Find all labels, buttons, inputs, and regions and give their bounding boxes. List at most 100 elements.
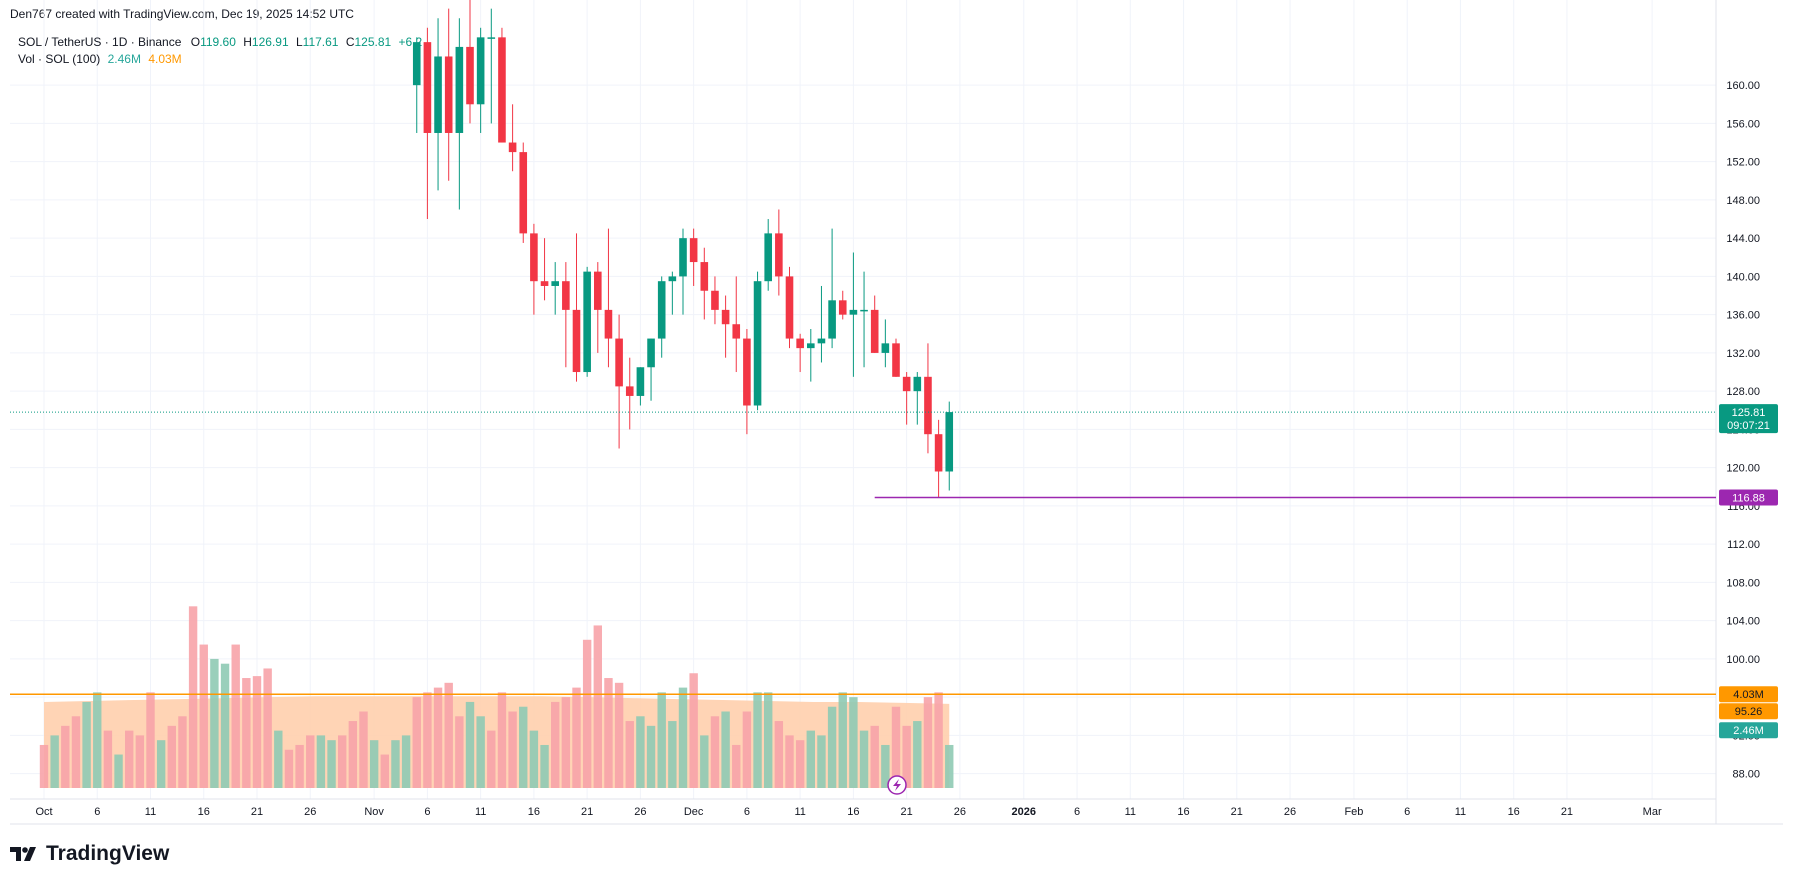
volume-bar (487, 730, 496, 788)
time-tick-label: 16 (198, 806, 210, 818)
price-axis[interactable]: 160.00 156.00 152.00 148.00 144.00 140.00 136.… (1726, 80, 1760, 780)
candle-body (412, 42, 421, 86)
candle-body (572, 309, 581, 373)
open-label: O (190, 35, 201, 49)
candle-body (476, 37, 485, 105)
volume-bar (263, 668, 272, 788)
candle-body (466, 46, 474, 105)
time-tick-label: 6 (94, 806, 100, 818)
close-label: C (345, 35, 355, 49)
last-price-badge-text: 125.81 (1732, 407, 1766, 419)
volume-bar (593, 625, 602, 788)
volume-bar (178, 716, 187, 788)
volume-bar (551, 701, 560, 788)
time-tick-label: 26 (304, 806, 316, 818)
volume-bar (231, 644, 240, 788)
price-tick-label: 132.00 (1726, 348, 1760, 360)
time-tick-label: 11 (1125, 806, 1136, 818)
volume-bar (902, 725, 911, 788)
candle-body (945, 412, 954, 472)
price-tick-label: 88.00 (1732, 769, 1760, 781)
flash-icon[interactable] (887, 775, 907, 795)
candle-body (508, 142, 517, 153)
candle-body (913, 376, 922, 392)
volume-bar (668, 721, 677, 788)
candle-body (604, 309, 613, 339)
time-axis[interactable]: Oct 6 11 16 21 26 Nov 6 11 16 21 26 Dec 6 11 16 21 26 2026… (35, 806, 1662, 818)
high-label: H (243, 35, 252, 49)
candle-body (828, 300, 836, 339)
volume-bar (146, 692, 155, 788)
candle-body (487, 37, 496, 39)
volume-bar (657, 692, 666, 788)
time-tick-label: Dec (684, 806, 704, 818)
candle-body (636, 367, 645, 396)
volume-bar (242, 678, 251, 788)
volume-bar (614, 682, 624, 788)
volume-bar (50, 735, 59, 788)
time-tick-label: 16 (847, 806, 859, 818)
price-tick-label: 152.00 (1726, 157, 1760, 169)
volume-bar (455, 716, 464, 788)
volume-bar (338, 735, 347, 788)
volume-bar (306, 735, 315, 788)
symbol-label[interactable]: SOL / TetherUS · 1D · Binance (18, 35, 182, 49)
time-tick-label: 11 (1455, 806, 1466, 818)
candle-body (796, 338, 804, 349)
volume-legend-row: Vol · SOL (100) 2.46M 4.03M (18, 51, 422, 68)
volume-bar (476, 716, 485, 788)
candle-body (668, 276, 677, 282)
volume-ma-value: 4.03M (148, 52, 182, 66)
candle-body (892, 343, 900, 377)
volume-bar (529, 730, 539, 788)
candle-body (679, 238, 687, 277)
candles (412, 0, 954, 498)
volume-label[interactable]: Vol · SOL (100) (18, 52, 101, 66)
volume-bar (934, 692, 943, 788)
volume-bar (732, 744, 741, 788)
price-tick-label: 136.00 (1726, 310, 1760, 322)
volume-bar (561, 697, 571, 788)
time-tick-label: 16 (528, 806, 540, 818)
candle-body (743, 338, 751, 406)
volume-bar (284, 749, 294, 788)
price-tick-label: 120.00 (1726, 463, 1760, 475)
volume-bar (795, 740, 805, 788)
price-tick-label: 160.00 (1726, 80, 1760, 92)
candle-body (881, 343, 890, 353)
volume-bar (710, 716, 720, 788)
price-tick-label: 128.00 (1726, 386, 1760, 398)
candle-body (657, 281, 666, 339)
close-value: 125.81 (354, 35, 392, 49)
volume-bar (508, 711, 517, 788)
time-tick-label: Feb (1344, 806, 1363, 818)
candle-body (721, 309, 730, 325)
time-tick-label: 6 (744, 806, 750, 818)
candle-body (838, 300, 847, 315)
candle-body (700, 262, 709, 291)
time-tick-label: Mar (1643, 806, 1662, 818)
tradingview-logo-icon (10, 847, 36, 861)
candle-body (934, 434, 943, 472)
volume-bar (391, 740, 400, 788)
candle-body (785, 276, 794, 339)
last-price-badge (1719, 404, 1778, 434)
volume-bar (135, 735, 145, 788)
high-value: 126.91 (251, 35, 289, 49)
candle-body (647, 338, 655, 368)
volume-bar (923, 697, 933, 788)
chart-lines (10, 411, 1716, 695)
volume-bar (274, 730, 283, 788)
volume-bar (252, 676, 262, 788)
volume-bar (359, 711, 368, 788)
volume-bar (827, 706, 837, 788)
volume-bar (721, 711, 730, 788)
tradingview-logo[interactable]: TradingView (10, 842, 169, 866)
countdown-badge-text: 09:07:21 (1727, 420, 1770, 432)
price-tick-label: 108.00 (1726, 577, 1760, 589)
volume-value: 2.46M (107, 52, 141, 66)
volume-ma-price-badge-text: 95.26 (1735, 706, 1763, 718)
volume-bar (295, 744, 304, 788)
candle-body (902, 376, 911, 392)
